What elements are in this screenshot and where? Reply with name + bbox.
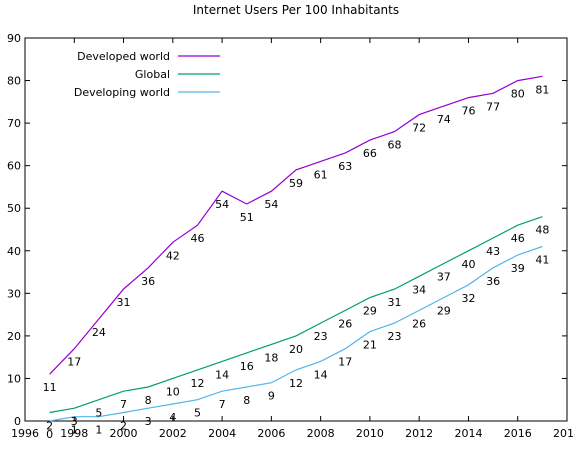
y-tick-label: 60 bbox=[7, 160, 21, 173]
data-label: 23 bbox=[388, 330, 402, 343]
data-label: 2 bbox=[46, 419, 53, 432]
x-tick-label: 2006 bbox=[257, 427, 285, 440]
series-lines bbox=[49, 75, 543, 422]
data-label: 3 bbox=[145, 415, 152, 428]
data-label: 29 bbox=[437, 305, 451, 318]
data-label: 18 bbox=[264, 351, 278, 364]
data-label: 26 bbox=[338, 317, 352, 330]
data-label: 7 bbox=[120, 398, 127, 411]
y-tick-label: 0 bbox=[14, 415, 21, 428]
data-label: 5 bbox=[95, 407, 102, 420]
data-label: 80 bbox=[511, 88, 525, 101]
y-tick-label: 30 bbox=[7, 287, 21, 300]
x-tick-label: 2008 bbox=[307, 427, 335, 440]
data-label: 34 bbox=[412, 283, 426, 296]
legend-label: Global bbox=[135, 68, 170, 81]
data-label: 8 bbox=[145, 394, 152, 407]
data-label: 37 bbox=[437, 271, 451, 284]
x-tick-label: 2018 bbox=[553, 427, 575, 440]
data-label: 54 bbox=[215, 198, 229, 211]
y-tick-label: 90 bbox=[7, 32, 21, 45]
legend: Developed world Global Developing world bbox=[74, 50, 220, 99]
data-label: 14 bbox=[215, 368, 229, 381]
data-label: 24 bbox=[92, 326, 106, 339]
data-label: 2 bbox=[120, 419, 127, 432]
x-tick-label: 2014 bbox=[454, 427, 482, 440]
data-label: 61 bbox=[314, 168, 328, 181]
data-label: 7 bbox=[219, 398, 226, 411]
legend-label: Developing world bbox=[74, 86, 170, 99]
data-label: 46 bbox=[190, 232, 204, 245]
y-tick-label: 40 bbox=[7, 245, 21, 258]
data-label: 40 bbox=[461, 258, 475, 271]
data-label: 8 bbox=[243, 394, 250, 407]
x-tick-label: 2002 bbox=[159, 427, 187, 440]
data-label: 77 bbox=[486, 100, 500, 113]
y-tick-label: 80 bbox=[7, 75, 21, 88]
data-label: 16 bbox=[240, 360, 254, 373]
data-label: 43 bbox=[486, 245, 500, 258]
x-tick-label: 1996 bbox=[11, 427, 39, 440]
data-label: 36 bbox=[486, 275, 500, 288]
data-label: 31 bbox=[117, 296, 131, 309]
data-label: 20 bbox=[289, 343, 303, 356]
y-tick-label: 20 bbox=[7, 330, 21, 343]
data-label: 10 bbox=[166, 385, 180, 398]
y-tick-label: 10 bbox=[7, 372, 21, 385]
x-tick-label: 1998 bbox=[60, 427, 88, 440]
data-label: 54 bbox=[264, 198, 278, 211]
data-label: 63 bbox=[338, 160, 352, 173]
chart-title: Internet Users Per 100 Inhabitants bbox=[193, 3, 399, 17]
data-label: 42 bbox=[166, 249, 180, 262]
data-label: 0 bbox=[46, 428, 53, 441]
data-label: 1 bbox=[95, 424, 102, 437]
data-label: 4 bbox=[169, 411, 176, 424]
series-line-3 bbox=[49, 245, 543, 422]
data-label: 12 bbox=[289, 377, 303, 390]
data-label: 46 bbox=[511, 232, 525, 245]
data-label: 21 bbox=[363, 339, 377, 352]
data-label: 5 bbox=[194, 407, 201, 420]
data-label: 68 bbox=[388, 139, 402, 152]
data-label: 17 bbox=[67, 356, 81, 369]
data-label: 29 bbox=[363, 305, 377, 318]
data-label: 32 bbox=[461, 292, 475, 305]
x-tick-label: 2000 bbox=[110, 427, 138, 440]
data-label: 23 bbox=[314, 330, 328, 343]
data-label: 11 bbox=[43, 381, 57, 394]
x-tick-label: 2012 bbox=[405, 427, 433, 440]
data-label: 26 bbox=[412, 317, 426, 330]
data-label: 66 bbox=[363, 147, 377, 160]
y-tick-label: 70 bbox=[7, 117, 21, 130]
data-label: 81 bbox=[535, 83, 549, 96]
x-tick-label: 2010 bbox=[356, 427, 384, 440]
data-label: 76 bbox=[461, 105, 475, 118]
data-label: 59 bbox=[289, 177, 303, 190]
data-label: 36 bbox=[141, 275, 155, 288]
legend-label: Developed world bbox=[77, 50, 170, 63]
data-label: 31 bbox=[388, 296, 402, 309]
data-label: 1 bbox=[71, 424, 78, 437]
plot-frame bbox=[24, 37, 568, 422]
y-tick-label: 50 bbox=[7, 202, 21, 215]
data-label: 3 bbox=[71, 415, 78, 428]
data-label: 14 bbox=[314, 368, 328, 381]
data-label: 39 bbox=[511, 262, 525, 275]
data-label: 17 bbox=[338, 356, 352, 369]
x-tick-label: 2004 bbox=[208, 427, 236, 440]
data-label: 51 bbox=[240, 211, 254, 224]
series-line-2 bbox=[49, 216, 543, 414]
data-label: 48 bbox=[535, 224, 549, 237]
series-line-1 bbox=[49, 75, 543, 375]
data-label: 9 bbox=[268, 390, 275, 403]
data-label: 72 bbox=[412, 122, 426, 135]
data-label: 41 bbox=[535, 254, 549, 267]
x-tick-label: 2016 bbox=[504, 427, 532, 440]
data-label: 74 bbox=[437, 113, 451, 126]
data-label: 12 bbox=[190, 377, 204, 390]
